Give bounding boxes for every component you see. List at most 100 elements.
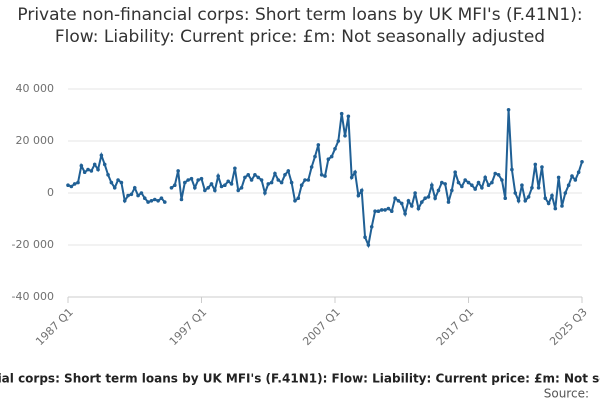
- point: [546, 201, 551, 206]
- point: [383, 208, 387, 212]
- point: [179, 197, 184, 202]
- point: [520, 183, 524, 187]
- point: [196, 178, 200, 182]
- point: [213, 188, 217, 193]
- point: [406, 199, 411, 203]
- point: [156, 199, 160, 203]
- point: [263, 191, 267, 195]
- point: [540, 165, 544, 169]
- point: [386, 206, 391, 211]
- point: [366, 243, 371, 247]
- point: [102, 162, 107, 167]
- point: [413, 191, 417, 195]
- point: [550, 193, 554, 198]
- point: [560, 204, 564, 208]
- point: [570, 174, 574, 178]
- y-tick-label: -20 000: [12, 238, 54, 251]
- point: [219, 184, 224, 189]
- point: [356, 193, 361, 198]
- footer-title: Private non-financial corps: Short term …: [0, 372, 600, 386]
- point: [473, 187, 477, 191]
- point: [503, 196, 508, 200]
- point: [279, 180, 284, 185]
- point: [443, 182, 447, 186]
- point: [326, 157, 331, 161]
- point: [433, 196, 437, 200]
- point: [246, 173, 251, 177]
- point: [349, 175, 354, 180]
- y-tick-label: 0: [47, 186, 54, 199]
- point: [136, 193, 140, 198]
- point: [206, 186, 210, 190]
- point: [513, 191, 518, 195]
- point: [430, 183, 434, 187]
- point: [373, 209, 377, 213]
- point: [266, 182, 271, 186]
- point: [239, 186, 244, 190]
- point: [446, 200, 451, 204]
- point: [500, 178, 504, 182]
- point: [146, 200, 150, 204]
- point: [162, 200, 167, 204]
- point: [149, 199, 154, 203]
- point: [309, 165, 314, 169]
- point: [393, 196, 397, 200]
- point: [553, 206, 558, 211]
- point: [89, 169, 94, 173]
- point: [253, 173, 257, 177]
- point: [79, 163, 84, 168]
- point: [203, 188, 207, 193]
- point: [369, 225, 374, 229]
- point: [533, 162, 538, 167]
- point: [249, 178, 254, 182]
- point: [333, 147, 337, 151]
- point: [122, 199, 127, 203]
- point: [399, 201, 404, 206]
- x-tick-label: 2025 Q3: [547, 306, 590, 349]
- point: [486, 183, 491, 187]
- point: [416, 206, 421, 211]
- point: [283, 173, 287, 177]
- point: [343, 134, 347, 138]
- point: [403, 212, 407, 216]
- point: [506, 108, 511, 112]
- point: [536, 186, 541, 190]
- point: [96, 167, 100, 172]
- point: [66, 183, 70, 187]
- point: [306, 178, 311, 182]
- point: [112, 186, 117, 190]
- point: [316, 143, 321, 147]
- point: [216, 174, 220, 178]
- point: [396, 199, 401, 203]
- point: [436, 188, 441, 193]
- point: [376, 209, 381, 213]
- point: [389, 209, 394, 213]
- point: [173, 183, 177, 187]
- point: [132, 186, 137, 190]
- point: [563, 191, 568, 195]
- point: [269, 180, 274, 185]
- point: [493, 171, 498, 176]
- point: [169, 186, 174, 190]
- point: [289, 180, 294, 185]
- point: [183, 180, 187, 185]
- x-tick-label: 1987 Q1: [33, 306, 76, 349]
- point: [346, 114, 351, 119]
- x-tick-label: 1997 Q1: [167, 306, 210, 349]
- point: [496, 173, 501, 177]
- point: [313, 154, 317, 159]
- point: [99, 153, 104, 158]
- point: [106, 173, 110, 177]
- point: [72, 182, 77, 186]
- point: [460, 184, 464, 189]
- point: [226, 179, 231, 184]
- point: [189, 176, 194, 181]
- point: [353, 170, 357, 174]
- point: [379, 208, 384, 212]
- source: Source:: [544, 387, 589, 400]
- point: [152, 197, 157, 202]
- point: [119, 180, 124, 185]
- point: [159, 196, 164, 200]
- point: [516, 199, 521, 203]
